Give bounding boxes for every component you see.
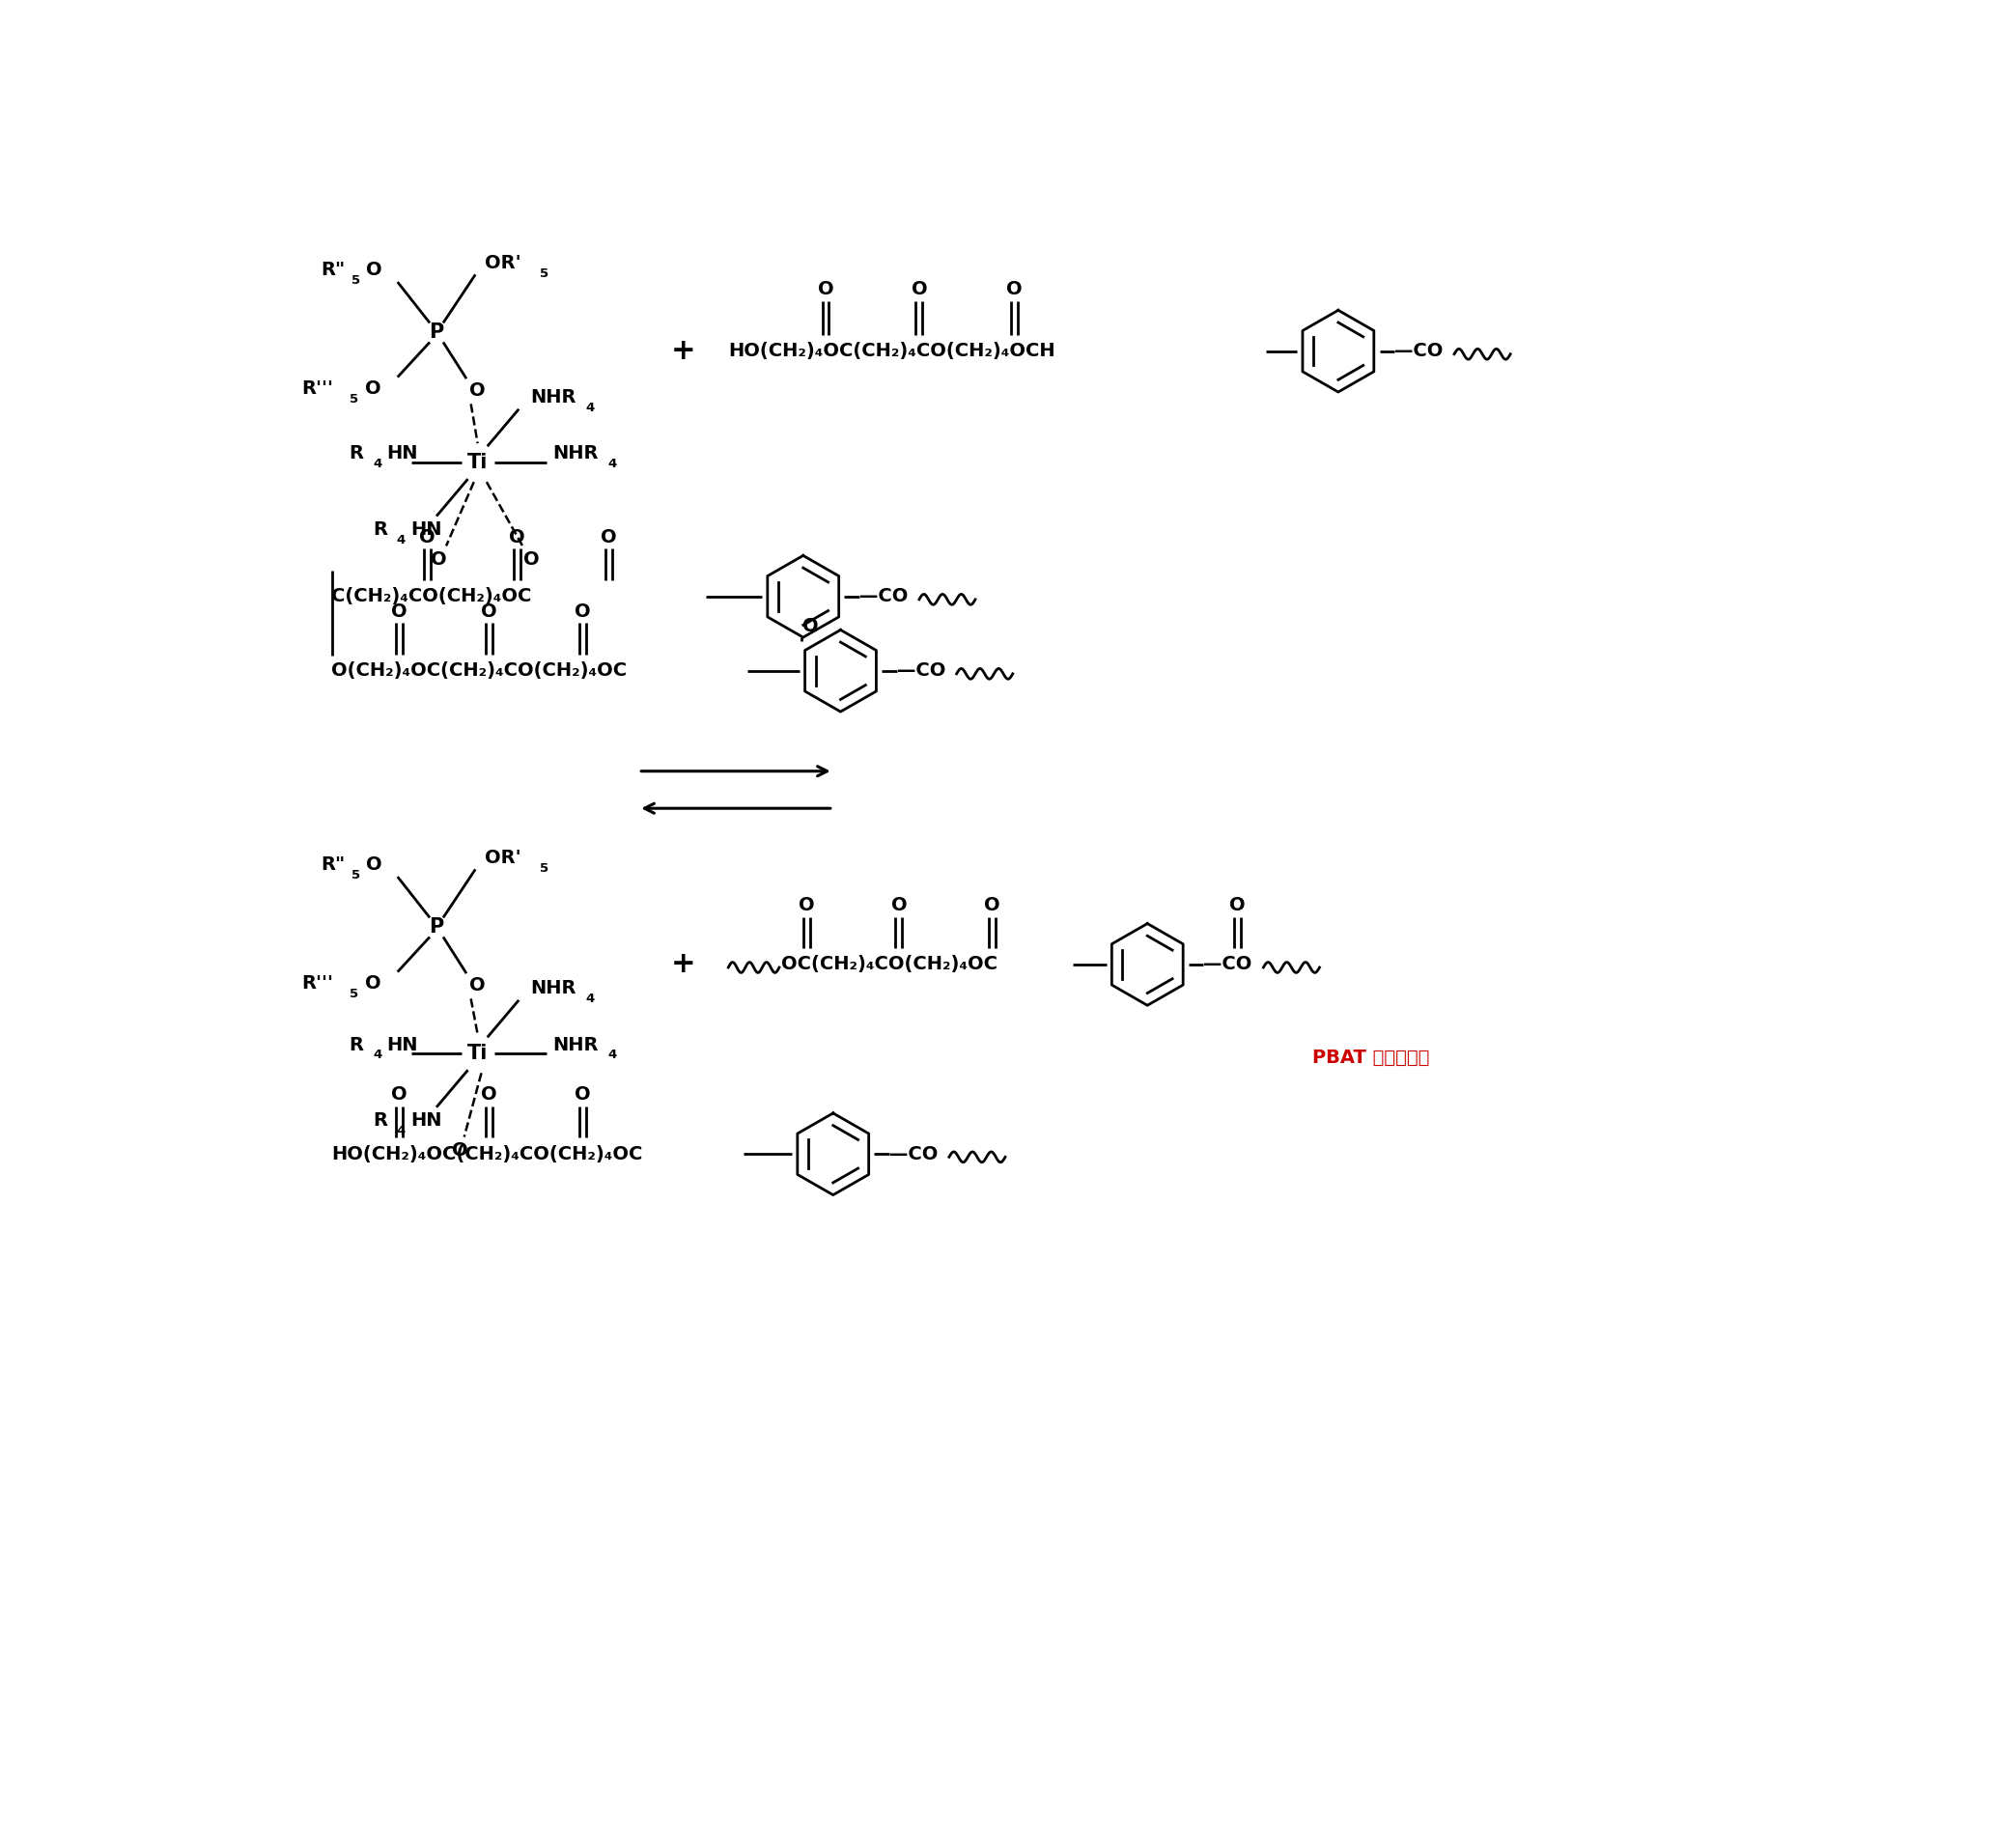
Text: O: O: [391, 1085, 407, 1103]
Text: NHR: NHR: [531, 979, 577, 998]
Text: 4: 4: [585, 401, 595, 414]
Text: 4: 4: [397, 1125, 405, 1137]
Text: R''': R''': [301, 974, 333, 992]
Text: Ti: Ti: [467, 453, 489, 473]
Text: —CO: —CO: [890, 1146, 938, 1162]
Text: —CO: —CO: [1203, 955, 1253, 974]
Text: R": R": [321, 261, 345, 279]
Text: O: O: [451, 1142, 467, 1159]
Text: —CO: —CO: [896, 662, 946, 680]
Text: O: O: [1005, 281, 1021, 299]
Text: —CO: —CO: [1395, 342, 1442, 360]
Text: O: O: [391, 602, 407, 621]
Text: OR': OR': [485, 848, 521, 867]
Text: 5: 5: [351, 869, 361, 881]
Text: O: O: [469, 381, 485, 399]
Text: R: R: [373, 521, 387, 540]
Text: O: O: [365, 974, 381, 992]
Text: HN: HN: [387, 445, 417, 462]
Text: 4: 4: [397, 534, 405, 547]
Text: NHR: NHR: [553, 445, 598, 462]
Text: O: O: [367, 856, 383, 874]
Text: O: O: [523, 551, 539, 569]
Text: NHR: NHR: [553, 1035, 598, 1053]
Text: O: O: [575, 1085, 591, 1103]
Text: O(CH₂)₄OC(CH₂)₄CO(CH₂)₄OC: O(CH₂)₄OC(CH₂)₄CO(CH₂)₄OC: [331, 662, 626, 680]
Text: O: O: [431, 551, 447, 569]
Text: O: O: [818, 281, 834, 299]
Text: 5: 5: [349, 989, 359, 1000]
Text: NHR: NHR: [531, 388, 577, 407]
Text: HN: HN: [411, 521, 441, 540]
Text: O: O: [798, 896, 814, 915]
Text: HN: HN: [387, 1035, 417, 1053]
Text: R: R: [373, 1111, 387, 1129]
Text: R: R: [349, 445, 363, 462]
Text: 4: 4: [608, 458, 616, 471]
Text: O: O: [802, 617, 818, 636]
Text: +: +: [670, 336, 696, 366]
Text: O: O: [575, 602, 591, 621]
Text: O: O: [984, 896, 999, 915]
Text: 5: 5: [541, 863, 549, 874]
Text: 5: 5: [541, 268, 549, 281]
Text: +: +: [670, 950, 696, 978]
Text: PBAT 聚酯分子链: PBAT 聚酯分子链: [1313, 1048, 1428, 1066]
Text: 4: 4: [585, 992, 595, 1005]
Text: O: O: [481, 1085, 497, 1103]
Text: OC(CH₂)₄CO(CH₂)₄OC: OC(CH₂)₄CO(CH₂)₄OC: [780, 955, 998, 974]
Text: —CO: —CO: [860, 588, 908, 606]
Text: O: O: [912, 281, 928, 299]
Text: O: O: [600, 529, 616, 547]
Text: HO(CH₂)₄OC(CH₂)₄CO(CH₂)₄OCH: HO(CH₂)₄OC(CH₂)₄CO(CH₂)₄OCH: [728, 342, 1055, 360]
Text: O: O: [469, 976, 485, 994]
Text: 4: 4: [373, 458, 381, 471]
Text: R: R: [349, 1035, 363, 1053]
Text: O: O: [509, 529, 525, 547]
Text: HN: HN: [411, 1111, 441, 1129]
Text: 5: 5: [351, 274, 361, 286]
Text: R": R": [321, 856, 345, 874]
Text: OR': OR': [485, 255, 521, 272]
Text: 5: 5: [349, 394, 359, 407]
Text: O: O: [419, 529, 435, 547]
Text: O: O: [1229, 896, 1245, 915]
Text: O: O: [367, 261, 383, 279]
Text: O: O: [365, 381, 381, 397]
Text: P: P: [429, 323, 443, 342]
Text: P: P: [429, 918, 443, 937]
Text: O: O: [481, 602, 497, 621]
Text: 4: 4: [608, 1050, 616, 1061]
Text: C(CH₂)₄CO(CH₂)₄OC: C(CH₂)₄CO(CH₂)₄OC: [331, 588, 533, 606]
Text: HO(CH₂)₄OC(CH₂)₄CO(CH₂)₄OC: HO(CH₂)₄OC(CH₂)₄CO(CH₂)₄OC: [331, 1146, 642, 1162]
Text: O: O: [892, 896, 908, 915]
Text: R''': R''': [301, 381, 333, 397]
Text: 4: 4: [373, 1050, 381, 1061]
Text: Ti: Ti: [467, 1044, 489, 1063]
